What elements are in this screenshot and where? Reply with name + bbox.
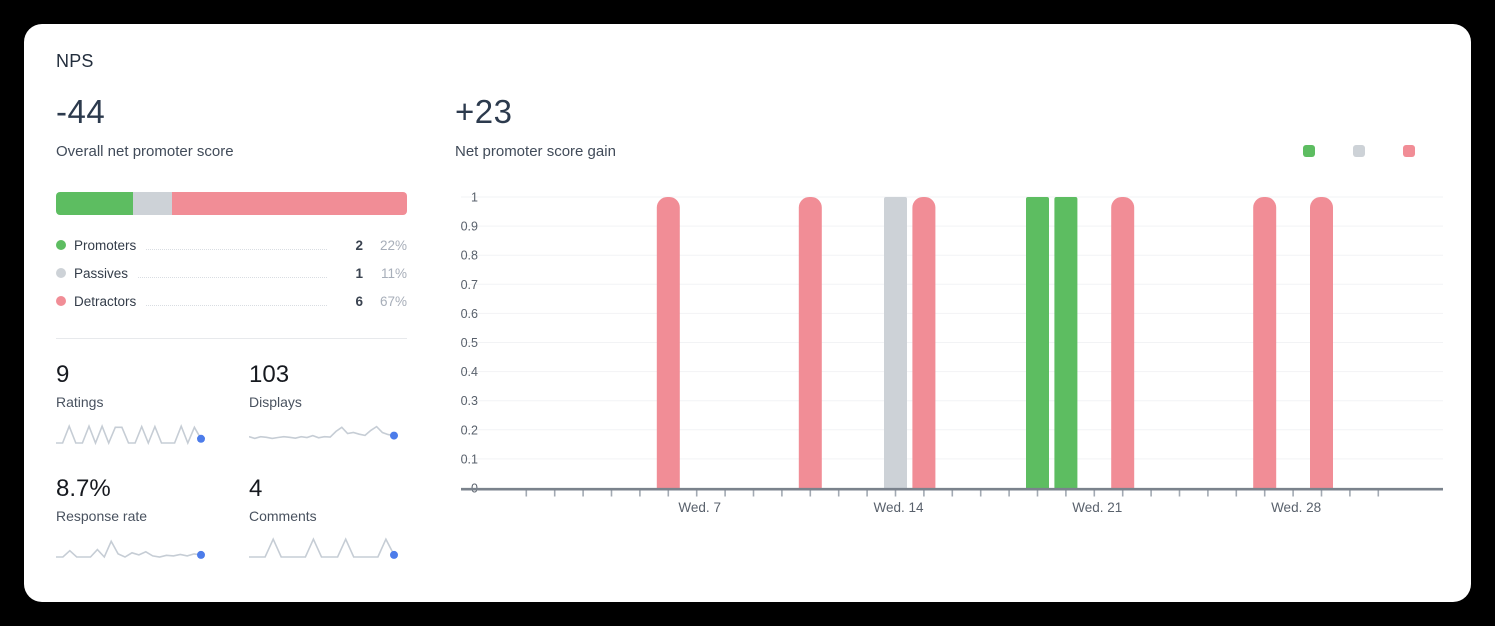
overall-score: -44 — [56, 93, 106, 130]
nps-distribution-bar — [56, 192, 407, 215]
legend-percent: 67% — [379, 293, 407, 309]
legend-percent: 11% — [380, 265, 407, 281]
stat-displays: 103 Displays — [249, 360, 442, 448]
legend-label: Detractors — [74, 293, 137, 309]
y-tick-label: 0.9 — [461, 220, 478, 234]
displays-sparkline — [249, 425, 398, 440]
y-tick-label: 0.8 — [461, 249, 478, 263]
gain-score-label: Net promoter score gain — [455, 143, 616, 160]
y-tick-label: 0.7 — [461, 278, 478, 292]
chart-bar-detractors[interactable] — [1310, 197, 1333, 488]
stat-response-rate: 8.7% Response rate — [56, 474, 249, 562]
legend-row-detractors[interactable]: Detractors 6 67% — [56, 287, 407, 315]
section-divider — [56, 338, 407, 339]
stats-grid: 9 Ratings 103 Displays 8.7% Response rat… — [56, 360, 416, 562]
dotted-leader — [146, 305, 327, 306]
y-tick-label: 0.2 — [461, 423, 478, 437]
y-tick-label: 1 — [471, 191, 478, 205]
promoters-swatch-icon[interactable] — [1303, 145, 1315, 157]
passives-dot-icon — [56, 268, 66, 278]
dotted-leader — [138, 277, 327, 278]
chart-bar-promoters[interactable] — [1054, 197, 1078, 488]
chart-legend — [1303, 145, 1415, 157]
detractors-segment[interactable] — [171, 192, 407, 215]
chart-bar-passives[interactable] — [884, 197, 907, 488]
x-tick-label: Wed. 21 — [1072, 500, 1122, 515]
response-rate-sparkline — [56, 539, 205, 559]
x-tick-label: Wed. 28 — [1271, 500, 1321, 515]
legend-count: 2 — [355, 237, 363, 253]
chart-bar-detractors[interactable] — [912, 197, 936, 488]
legend-label: Promoters — [74, 237, 137, 253]
chart-bar-detractors[interactable] — [1253, 197, 1277, 488]
comments-sparkline — [249, 537, 398, 559]
y-tick-label: 0.4 — [461, 365, 478, 379]
stat-label: Comments — [249, 508, 317, 524]
ratings-sparkline — [56, 423, 205, 446]
chart-bar-detractors[interactable] — [1111, 197, 1135, 488]
y-tick-label: 0.1 — [461, 452, 478, 466]
stat-value: 9 — [56, 361, 70, 388]
passives-swatch-icon[interactable] — [1353, 145, 1365, 157]
legend-row-promoters[interactable]: Promoters 2 22% — [56, 231, 407, 259]
stat-label: Response rate — [56, 508, 148, 524]
stat-label: Ratings — [56, 394, 104, 410]
overall-score-label: Overall net promoter score — [56, 143, 234, 160]
chart-bar-promoters[interactable] — [1026, 197, 1049, 488]
promoters-dot-icon — [56, 240, 66, 250]
x-tick-label: Wed. 7 — [678, 500, 721, 515]
stat-value: 8.7% — [56, 475, 111, 502]
chart-bar-detractors[interactable] — [798, 197, 822, 488]
stat-value: 4 — [249, 475, 263, 502]
legend-count: 6 — [355, 293, 363, 309]
page-title: NPS — [56, 51, 94, 71]
chart-bar-detractors[interactable] — [656, 197, 680, 488]
y-tick-label: 0.6 — [461, 307, 478, 321]
y-tick-label: 0.3 — [461, 394, 478, 408]
detractors-dot-icon — [56, 296, 66, 306]
dotted-leader — [146, 249, 327, 250]
passives-segment[interactable] — [133, 192, 172, 215]
legend-count: 1 — [355, 265, 363, 281]
gain-score: +23 — [455, 93, 513, 130]
legend-row-passives[interactable]: Passives 1 11% — [56, 259, 407, 287]
stat-ratings: 9 Ratings — [56, 360, 249, 448]
nps-card: NPS -44 Overall net promoter score Promo… — [24, 24, 1471, 602]
nps-legend: Promoters 2 22% Passives 1 11% Detractor… — [56, 231, 407, 315]
y-tick-label: 0.5 — [461, 336, 478, 350]
legend-percent: 22% — [379, 237, 407, 253]
x-tick-label: Wed. 14 — [873, 500, 924, 515]
promoters-segment[interactable] — [56, 192, 134, 215]
detractors-swatch-icon[interactable] — [1403, 145, 1415, 157]
stat-value: 103 — [249, 361, 290, 388]
legend-label: Passives — [74, 265, 129, 281]
stat-comments: 4 Comments — [249, 474, 442, 562]
stat-label: Displays — [249, 394, 302, 410]
